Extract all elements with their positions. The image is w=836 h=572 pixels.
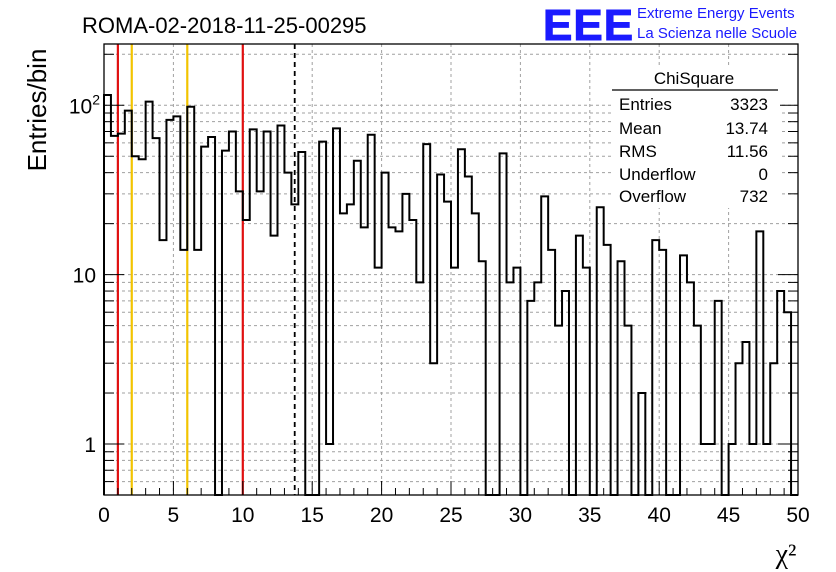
logo-line2: La Scienza nelle Scuole: [637, 25, 797, 42]
stats-value-mean: 13.74: [725, 119, 768, 138]
x-tick-label: 30: [509, 504, 532, 527]
y-tick-labels: 1 10 102: [69, 91, 100, 457]
x-tick-label: 40: [648, 504, 671, 527]
x-tick-label: 0: [98, 504, 110, 527]
x-axis-label: χ²: [775, 539, 797, 570]
stats-label-underflow: Underflow: [619, 165, 696, 184]
eee-logo: EEE Extreme Energy Events La Scienza nel…: [543, 1, 798, 51]
x-tick-label: 25: [439, 504, 462, 527]
logo-line1: Extreme Energy Events: [637, 5, 795, 22]
stats-value-rms: 11.56: [727, 142, 768, 161]
x-tick-label: 15: [301, 504, 324, 527]
stats-value-overflow: 732: [740, 187, 768, 206]
x-tick-label: 45: [717, 504, 740, 527]
axis-ticks: [103, 53, 799, 495]
y-tick-label: 10: [73, 265, 96, 288]
y-tick-label: 102: [69, 91, 100, 118]
stats-box: ChiSquare Entries 3323 Mean 13.74 RMS 11…: [612, 66, 780, 208]
run-title: ROMA-02-2018-11-25-00295: [82, 13, 367, 38]
x-tick-label: 35: [578, 504, 601, 527]
y-axis-label: Entries/bin: [22, 49, 52, 172]
histogram-step-line: [103, 93, 798, 496]
stats-title: ChiSquare: [654, 69, 734, 88]
x-tick-labels: 0 5 10 15 20 25 30 35 40 45 50: [98, 504, 810, 527]
reference-lines: [116, 44, 296, 495]
stats-label-mean: Mean: [619, 119, 662, 138]
x-tick-label: 5: [168, 504, 180, 527]
stats-value-underflow: 0: [759, 165, 768, 184]
y-tick-label: 1: [84, 434, 96, 457]
histogram: [103, 93, 798, 496]
stats-value-entries: 3323: [730, 95, 768, 114]
stats-label-overflow: Overflow: [619, 187, 687, 206]
x-tick-label: 20: [370, 504, 393, 527]
stats-label-rms: RMS: [619, 142, 657, 161]
logo-mark: EEE: [543, 1, 634, 50]
x-tick-label: 10: [231, 504, 254, 527]
x-tick-label: 50: [786, 504, 809, 527]
stats-label-entries: Entries: [619, 95, 672, 114]
